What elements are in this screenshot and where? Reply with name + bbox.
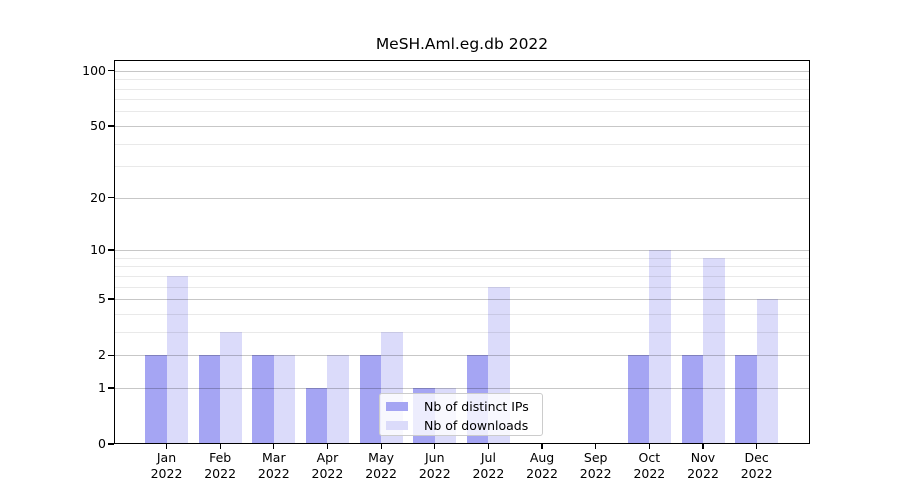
x-axis-tick-label: Sep 2022 xyxy=(579,450,612,481)
bar-downloads xyxy=(220,331,242,444)
x-axis-tick-label: Jan 2022 xyxy=(150,450,183,481)
bar-distinct-ips xyxy=(145,355,167,444)
bar-distinct-ips xyxy=(735,355,757,444)
x-axis-tick xyxy=(219,444,221,449)
bar-distinct-ips xyxy=(627,355,650,444)
legend-label-distinct-ips: Nb of distinct IPs xyxy=(424,399,529,414)
y-axis-tick-label: 2 xyxy=(98,347,106,363)
x-axis-tick-label: Aug 2022 xyxy=(526,450,558,481)
x-axis-tick-label: Nov 2022 xyxy=(687,450,719,481)
x-axis-tick-label: Oct 2022 xyxy=(633,450,666,481)
y-axis-tick-label: 100 xyxy=(82,62,106,78)
x-axis-tick-label: Dec 2022 xyxy=(740,450,773,481)
legend: Nb of distinct IPs Nb of downloads xyxy=(379,393,543,436)
bar-downloads xyxy=(273,355,296,444)
bar-downloads xyxy=(649,250,671,444)
y-axis-tick xyxy=(108,387,114,389)
legend-swatch-distinct-ips-icon xyxy=(386,402,408,411)
x-axis-tick xyxy=(165,444,168,449)
x-axis-tick-label: May 2022 xyxy=(365,450,397,481)
bar-distinct-ips xyxy=(252,355,274,444)
chart-title: MeSH.Aml.eg.db 2022 xyxy=(375,35,549,53)
y-axis-tick-label: 10 xyxy=(90,242,106,258)
x-axis-tick xyxy=(648,444,650,449)
bar-distinct-ips xyxy=(305,387,328,444)
x-axis-tick xyxy=(273,444,275,449)
bar-downloads xyxy=(703,257,725,444)
x-axis-tick-label: Jul 2022 xyxy=(472,450,505,481)
bar-downloads xyxy=(756,299,779,444)
bar-downloads xyxy=(166,275,188,444)
bar-distinct-ips xyxy=(198,355,221,444)
legend-label-downloads: Nb of downloads xyxy=(424,418,529,433)
y-axis-tick-label: 5 xyxy=(98,291,106,307)
y-axis-tick xyxy=(108,249,114,251)
y-axis-tick-label: 50 xyxy=(90,117,106,133)
x-axis-tick-label: Mar 2022 xyxy=(257,450,290,481)
bar-distinct-ips xyxy=(359,355,382,444)
y-axis-tick xyxy=(108,125,114,127)
bar-distinct-ips xyxy=(681,355,703,444)
x-axis-tick xyxy=(702,444,704,449)
plot-border xyxy=(114,59,810,444)
y-axis-tick xyxy=(108,354,114,356)
x-axis-tick xyxy=(595,444,597,449)
y-axis-tick xyxy=(108,298,114,300)
legend-item-distinct-ips: Nb of distinct IPs xyxy=(386,397,542,416)
x-axis-tick xyxy=(541,444,543,449)
bar-downloads xyxy=(327,355,349,444)
x-axis-tick xyxy=(756,444,758,449)
x-axis-tick xyxy=(380,444,382,449)
x-axis-tick xyxy=(487,444,489,449)
y-axis-tick-label: 0 xyxy=(98,436,106,451)
x-axis-tick-label: Jun 2022 xyxy=(418,450,451,481)
y-axis-tick xyxy=(108,70,114,72)
y-axis-tick xyxy=(108,443,114,445)
legend-swatch-downloads-icon xyxy=(386,421,408,430)
y-axis-tick xyxy=(108,197,114,199)
x-axis-tick xyxy=(434,444,436,449)
y-axis-tick-label: 1 xyxy=(98,379,106,395)
x-axis-tick xyxy=(326,444,329,449)
y-axis-tick-label: 20 xyxy=(90,189,106,205)
x-axis-tick-label: Feb 2022 xyxy=(204,450,237,481)
legend-item-downloads: Nb of downloads xyxy=(386,416,542,435)
x-axis-tick-label: Apr 2022 xyxy=(311,450,344,481)
